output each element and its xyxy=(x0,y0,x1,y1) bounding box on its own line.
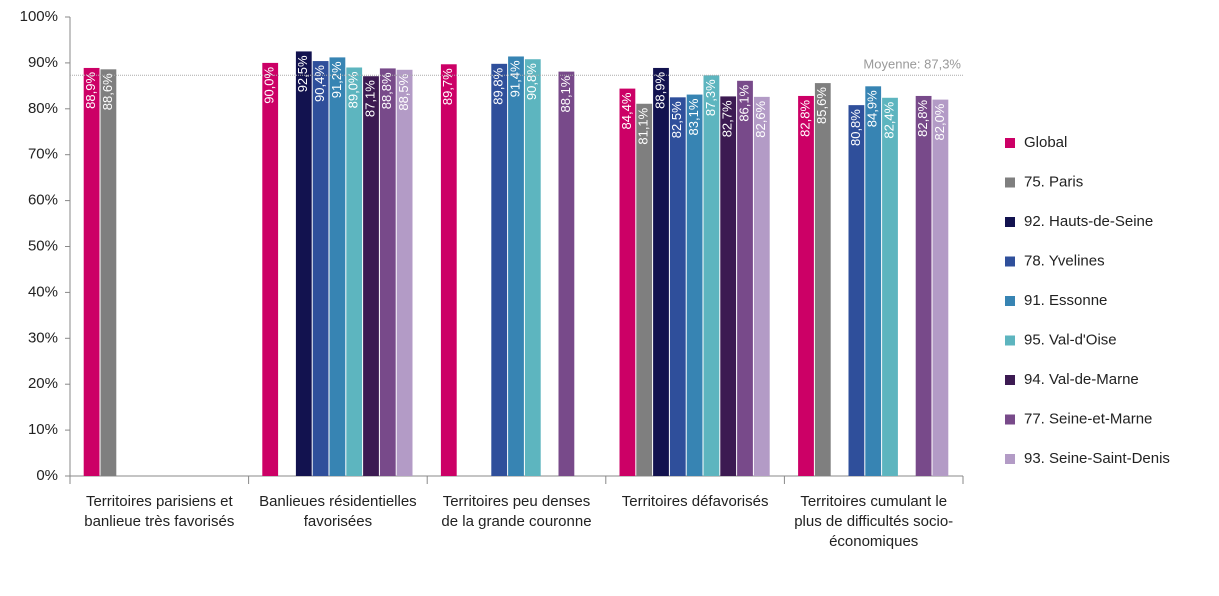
legend-label: 75. Paris xyxy=(1024,173,1083,190)
legend-label: 94. Val-de-Marne xyxy=(1024,371,1139,388)
legend-swatch xyxy=(1005,454,1015,464)
legend-swatch xyxy=(1005,217,1015,227)
x-tick-label: Territoires parisiens et banlieue très f… xyxy=(84,493,235,530)
y-tick-label: 70% xyxy=(28,146,58,163)
y-tick-label: 80% xyxy=(28,100,58,117)
legend-swatch xyxy=(1005,256,1015,267)
bar xyxy=(329,57,346,476)
value-label: 89,7% xyxy=(440,68,455,105)
bar xyxy=(83,67,100,476)
value-label: 88,9% xyxy=(652,72,667,109)
bar xyxy=(440,64,457,476)
bar xyxy=(379,68,396,477)
bar xyxy=(312,61,329,477)
legend-swatch xyxy=(1005,296,1015,306)
value-label: 82,5% xyxy=(669,101,684,138)
y-tick-label: 20% xyxy=(28,375,58,392)
legend-label: 95. Val-d'Oise xyxy=(1024,331,1117,348)
value-label: 90,4% xyxy=(312,65,327,102)
bar xyxy=(524,59,541,477)
y-tick-label: 90% xyxy=(28,54,58,71)
bar xyxy=(753,96,770,476)
bar xyxy=(798,95,814,476)
legend-label: 77. Seine-et-Marne xyxy=(1024,410,1152,427)
legend-swatch xyxy=(1005,335,1015,346)
y-tick-label: 30% xyxy=(28,329,58,346)
value-label: 91,2% xyxy=(329,61,344,98)
y-tick-label: 50% xyxy=(28,237,58,254)
bar xyxy=(814,83,831,476)
bar xyxy=(932,99,949,477)
legend-label: Global xyxy=(1024,134,1067,151)
value-label: 88,1% xyxy=(558,75,573,112)
y-tick-label: 0% xyxy=(36,467,58,484)
legend-label: 91. Essonne xyxy=(1024,292,1107,309)
y-tick-label: 100% xyxy=(20,8,58,25)
legend-swatch xyxy=(1005,414,1015,425)
bar xyxy=(262,62,279,477)
value-label: 89,8% xyxy=(491,67,506,104)
value-label: 88,9% xyxy=(83,72,98,109)
bar xyxy=(686,94,703,477)
value-label: 83,1% xyxy=(686,98,701,135)
bar xyxy=(636,103,653,476)
bar xyxy=(619,88,636,476)
legend-label: 93. Seine-Saint-Denis xyxy=(1024,450,1170,467)
bar xyxy=(669,97,686,476)
value-label: 87,1% xyxy=(362,80,377,117)
value-label: 88,8% xyxy=(379,72,394,109)
bar xyxy=(346,67,363,477)
value-label: 88,6% xyxy=(100,73,115,110)
value-label: 82,8% xyxy=(797,100,812,137)
x-tick-label: Territoires peu denses de la grande cour… xyxy=(441,493,592,530)
y-tick-label: 60% xyxy=(28,192,58,209)
value-label: 80,8% xyxy=(848,109,863,146)
bar xyxy=(100,69,117,477)
x-tick-label: Territoires défavorisés xyxy=(621,493,769,510)
value-label: 82,6% xyxy=(753,100,768,137)
value-label: 82,7% xyxy=(720,100,735,137)
legend-label: 78. Yvelines xyxy=(1024,252,1105,269)
y-tick-label: 10% xyxy=(28,421,58,438)
bar xyxy=(558,71,575,476)
bar xyxy=(491,63,508,477)
bar xyxy=(848,105,865,477)
bar xyxy=(703,75,720,476)
value-label: 82,8% xyxy=(915,100,930,137)
legend-swatch xyxy=(1005,177,1015,188)
bar xyxy=(508,56,524,476)
legend-swatch xyxy=(1005,375,1015,385)
bar xyxy=(653,67,669,476)
legend-swatch xyxy=(1005,138,1015,148)
x-tick-label: Banlieues résidentielles favorisées xyxy=(259,493,417,530)
legend-label: 92. Hauts-de-Seine xyxy=(1024,213,1153,230)
value-label: 81,1% xyxy=(636,107,651,144)
value-label: 82,0% xyxy=(932,103,947,140)
value-label: 90,8% xyxy=(524,63,539,100)
value-label: 91,4% xyxy=(507,60,522,97)
y-tick-label: 40% xyxy=(28,283,58,300)
value-label: 84,9% xyxy=(865,90,880,127)
bar xyxy=(865,86,882,477)
value-label: 84,4% xyxy=(619,92,634,129)
value-label: 87,3% xyxy=(703,79,718,116)
bar xyxy=(882,97,898,476)
bar xyxy=(396,69,413,476)
value-label: 85,6% xyxy=(814,87,829,124)
bar xyxy=(915,95,932,476)
value-label: 86,1% xyxy=(736,84,751,121)
value-label: 89,0% xyxy=(346,71,361,108)
value-label: 88,5% xyxy=(396,73,411,110)
value-label: 90,0% xyxy=(262,66,277,103)
value-label: 82,4% xyxy=(881,101,896,138)
reference-label: Moyenne: 87,3% xyxy=(863,57,961,72)
value-label: 92,5% xyxy=(295,55,310,92)
bar xyxy=(295,51,312,477)
bar xyxy=(720,96,737,477)
bar xyxy=(737,80,753,477)
x-tick-label: Territoires cumulant le plus de difficul… xyxy=(794,493,954,550)
bar xyxy=(363,76,379,476)
